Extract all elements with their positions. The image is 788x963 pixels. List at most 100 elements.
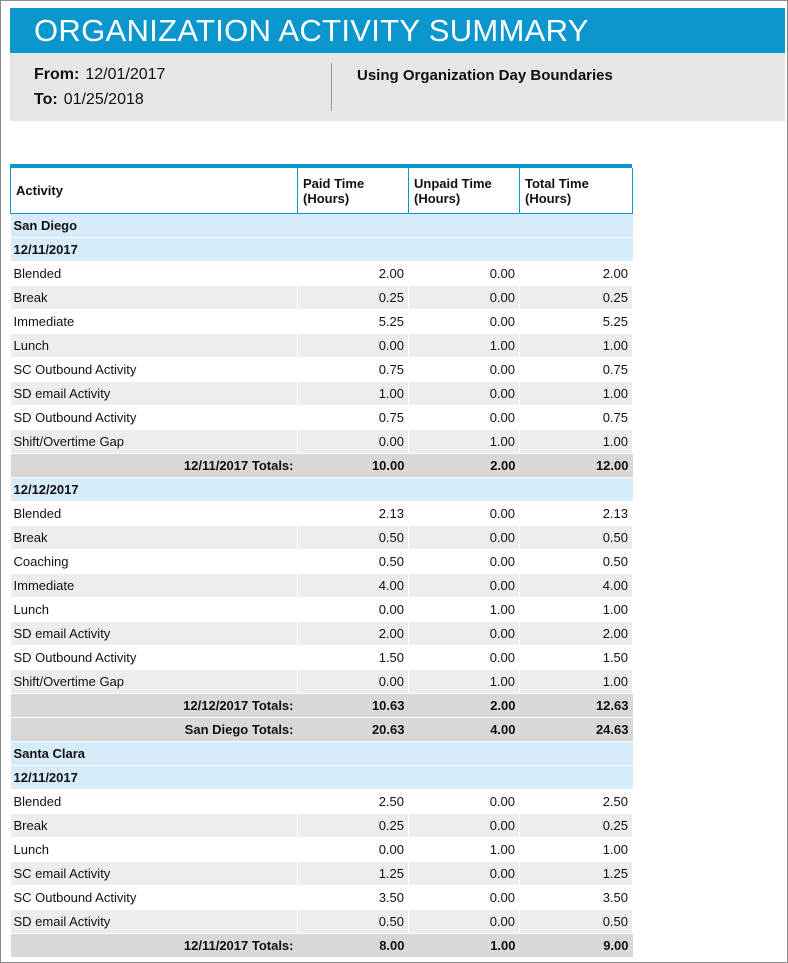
table-row: Break 0.25 0.00 0.25 (10, 813, 633, 838)
table-row: SC email Activity 1.25 0.00 1.25 (10, 861, 633, 886)
table-row: SC Outbound Activity 3.50 0.00 3.50 (10, 885, 633, 910)
activity-table: Activity Paid Time (Hours) Unpaid Time (Ho… (10, 168, 633, 958)
totals-row: 12/11/2017 Totals: 8.00 1.00 9.00 (10, 933, 633, 958)
unpaid-time-cell: 1.00 (408, 669, 520, 694)
unpaid-time-cell: 0.00 (408, 261, 520, 286)
table-row: SD email Activity 1.00 0.00 1.00 (10, 381, 633, 406)
unpaid-time-cell: 0.00 (408, 861, 520, 886)
total-time-cell: 1.25 (519, 861, 633, 886)
paid-time-cell: 0.00 (297, 837, 409, 862)
paid-time-cell: 0.00 (297, 333, 409, 358)
group-header-row: Santa Clara (10, 741, 633, 766)
unpaid-time-cell: 0.00 (408, 621, 520, 646)
table-row: Break 0.50 0.00 0.50 (10, 525, 633, 550)
paid-time-cell: 0.50 (297, 549, 409, 574)
table-row: Blended 2.13 0.00 2.13 (10, 501, 633, 526)
unpaid-time-cell: 2.00 (408, 453, 520, 478)
table-row: SD email Activity 0.50 0.00 0.50 (10, 909, 633, 934)
paid-time-cell: 2.00 (297, 621, 409, 646)
activity-cell: Break (10, 813, 298, 838)
activity-cell: Immediate (10, 309, 298, 334)
totals-label: 12/12/2017 Totals: (10, 693, 298, 718)
paid-time-cell: 5.25 (297, 309, 409, 334)
table-row: Lunch 0.00 1.00 1.00 (10, 837, 633, 862)
table-row: SC Outbound Activity 0.75 0.00 0.75 (10, 357, 633, 382)
total-time-cell: 0.75 (519, 357, 633, 382)
activity-cell: SD email Activity (10, 621, 298, 646)
table-row: Shift/Overtime Gap 0.00 1.00 1.00 (10, 429, 633, 454)
group-header-row: 12/12/2017 (10, 477, 633, 502)
total-time-cell: 4.00 (519, 573, 633, 598)
activity-cell: Lunch (10, 597, 298, 622)
activity-cell: Blended (10, 501, 298, 526)
group-label: San Diego (10, 213, 633, 238)
column-header-paid-time: Paid Time (Hours) (297, 168, 409, 214)
paid-time-cell: 4.00 (297, 573, 409, 598)
unpaid-time-cell: 1.00 (408, 429, 520, 454)
total-time-cell: 3.50 (519, 885, 633, 910)
unpaid-time-cell: 0.00 (408, 285, 520, 310)
unpaid-time-cell: 0.00 (408, 813, 520, 838)
unpaid-time-cell: 0.00 (408, 501, 520, 526)
activity-cell: Immediate (10, 573, 298, 598)
table-row: SD email Activity 2.00 0.00 2.00 (10, 621, 633, 646)
paid-time-cell: 10.00 (297, 453, 409, 478)
totals-label: 12/11/2017 Totals: (10, 933, 298, 958)
paid-time-cell: 0.25 (297, 813, 409, 838)
totals-row: 12/12/2017 Totals: 10.63 2.00 12.63 (10, 693, 633, 718)
activity-cell: SD Outbound Activity (10, 405, 298, 430)
activity-cell: Lunch (10, 333, 298, 358)
paid-time-cell: 1.50 (297, 645, 409, 670)
column-header-unpaid-time: Unpaid Time (Hours) (408, 168, 520, 214)
total-time-cell: 12.63 (519, 693, 633, 718)
group-label: 12/12/2017 (10, 477, 633, 502)
unpaid-time-cell: 0.00 (408, 381, 520, 406)
total-time-cell: 0.75 (519, 405, 633, 430)
table-row: Blended 2.00 0.00 2.00 (10, 261, 633, 286)
to-value: 01/25/2018 (63, 91, 144, 108)
total-time-cell: 2.13 (519, 501, 633, 526)
table-row: Blended 2.50 0.00 2.50 (10, 789, 633, 814)
total-time-cell: 1.00 (519, 597, 633, 622)
activity-cell: Break (10, 285, 298, 310)
activity-cell: SD Outbound Activity (10, 645, 298, 670)
total-time-cell: 0.25 (519, 813, 633, 838)
unpaid-time-cell: 2.00 (408, 693, 520, 718)
paid-time-cell: 0.75 (297, 357, 409, 382)
totals-label: 12/11/2017 Totals: (10, 453, 298, 478)
paid-time-cell: 0.50 (297, 909, 409, 934)
paid-time-cell: 1.25 (297, 861, 409, 886)
total-time-cell: 1.00 (519, 669, 633, 694)
table-header-row: Activity Paid Time (Hours) Unpaid Time (Ho… (10, 168, 633, 214)
group-label: 12/11/2017 (10, 237, 633, 262)
unpaid-time-cell: 1.00 (408, 597, 520, 622)
total-time-cell: 0.50 (519, 909, 633, 934)
report-title: ORGANIZATION ACTIVITY SUMMARY (34, 13, 589, 48)
unpaid-time-cell: 1.00 (408, 933, 520, 958)
paid-time-cell: 0.00 (297, 669, 409, 694)
unpaid-time-cell: 1.00 (408, 837, 520, 862)
activity-table-container: Activity Paid Time (Hours) Unpaid Time (Ho… (10, 164, 633, 958)
table-row: Immediate 4.00 0.00 4.00 (10, 573, 633, 598)
paid-time-cell: 8.00 (297, 933, 409, 958)
paid-time-cell: 2.50 (297, 789, 409, 814)
activity-cell: Coaching (10, 549, 298, 574)
total-time-cell: 5.25 (519, 309, 633, 334)
total-time-cell: 1.50 (519, 645, 633, 670)
paid-time-cell: 3.50 (297, 885, 409, 910)
table-row: SD Outbound Activity 0.75 0.00 0.75 (10, 405, 633, 430)
unpaid-time-cell: 0.00 (408, 525, 520, 550)
total-time-cell: 9.00 (519, 933, 633, 958)
activity-cell: SD email Activity (10, 909, 298, 934)
paid-time-cell: 10.63 (297, 693, 409, 718)
paid-time-cell: 1.00 (297, 381, 409, 406)
totals-row: San Diego Totals: 20.63 4.00 24.63 (10, 717, 633, 742)
to-date: To: 01/25/2018 (34, 91, 144, 109)
activity-cell: Blended (10, 789, 298, 814)
total-time-cell: 1.00 (519, 333, 633, 358)
activity-cell: Break (10, 525, 298, 550)
to-label: To: (34, 91, 58, 108)
paid-time-cell: 0.50 (297, 525, 409, 550)
group-header-row: 12/11/2017 (10, 765, 633, 790)
unpaid-time-cell: 1.00 (408, 333, 520, 358)
